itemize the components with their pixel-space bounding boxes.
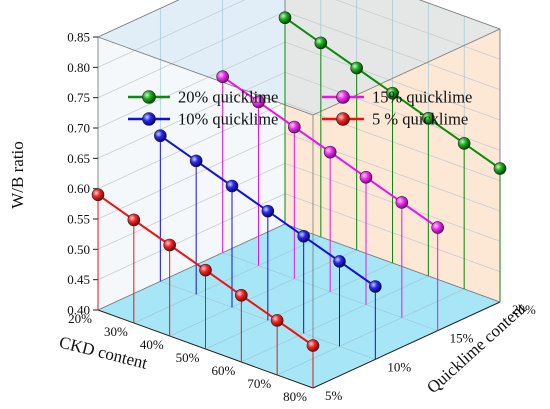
y-tick-label: 20% — [512, 302, 536, 317]
data-point — [493, 162, 507, 175]
y-tick-label: 5% — [325, 388, 343, 403]
z-tick-label: 0.65 — [67, 151, 90, 166]
data-point — [91, 188, 105, 202]
z-tick-label: 0.70 — [67, 121, 90, 136]
series-10-quicklime — [154, 129, 382, 360]
data-point — [395, 196, 409, 209]
data-point — [333, 255, 346, 268]
box-edge — [97, 36, 314, 116]
z-tick-label: 0.50 — [67, 242, 90, 257]
legend: 20% quicklime 15% quicklime 10% quicklime 5… — [128, 88, 472, 129]
z-axis-label: W/B ratio — [8, 141, 27, 209]
data-point — [422, 111, 435, 125]
data-point — [278, 11, 292, 25]
series-20-quicklime — [278, 11, 507, 302]
z-tick-label: 0.45 — [67, 272, 90, 287]
data-series — [91, 11, 507, 388]
data-point — [199, 263, 212, 277]
z-tick-label: 0.40 — [67, 303, 90, 318]
y-tick-label: 15% — [450, 331, 474, 346]
data-point — [235, 288, 248, 302]
z-tick-label: 0.80 — [67, 60, 90, 75]
data-point — [350, 61, 363, 75]
data-point — [369, 280, 382, 293]
z-tick-label: 0.85 — [67, 30, 90, 45]
x-tick-label: 20% — [68, 311, 92, 326]
box-edge — [97, 0, 180, 38]
box-edge — [418, 0, 501, 30]
tick-labels: 0.40 0.45 0.50 0.55 0.60 0.65 0.70 0.75 0.80 0.85… — [67, 30, 536, 405]
data-point — [261, 204, 275, 218]
data-point — [252, 95, 265, 109]
y-tick-label: 10% — [387, 359, 411, 374]
legend-item: 15% quicklime — [322, 88, 472, 107]
legend-item: 20% quicklime — [128, 88, 278, 107]
data-point — [163, 238, 176, 252]
data-point — [431, 221, 444, 234]
legend-marker — [336, 112, 350, 126]
data-point — [314, 36, 328, 50]
data-point — [457, 137, 471, 150]
x-tick-label: 70% — [247, 376, 271, 391]
box-edge — [312, 301, 501, 389]
legend-label: 15% quicklime — [372, 88, 472, 107]
legend-item: 5 % quicklime — [322, 110, 468, 129]
data-point — [189, 154, 203, 168]
data-point — [127, 213, 141, 227]
data-point — [386, 86, 399, 100]
z-tick-label: 0.60 — [67, 181, 90, 196]
x-tick-label: 40% — [140, 337, 164, 352]
legend-marker — [142, 112, 156, 126]
series-15-quicklime — [216, 70, 444, 331]
series-5-quicklime — [91, 188, 320, 388]
legend-label: 10% quicklime — [178, 110, 278, 129]
top-face — [98, 0, 500, 115]
legend-item: 10% quicklime — [128, 110, 278, 129]
z-tick-label: 0.75 — [67, 90, 90, 105]
x-tick-label: 80% — [283, 389, 307, 404]
data-point — [297, 229, 310, 243]
data-point — [288, 120, 301, 134]
x-tick-label: 30% — [104, 324, 128, 339]
data-point — [154, 129, 167, 143]
legend-marker — [336, 90, 350, 104]
legend-marker — [142, 90, 156, 104]
x-tick-label: 60% — [211, 363, 235, 378]
legend-label: 20% quicklime — [178, 88, 278, 107]
z-tick-label: 0.55 — [67, 212, 90, 227]
legend-label: 5 % quicklime — [372, 110, 468, 129]
data-point — [216, 70, 229, 84]
data-point — [359, 170, 373, 184]
x-tick-label: 50% — [176, 350, 200, 365]
data-point — [225, 179, 239, 193]
data-point — [306, 339, 320, 352]
data-point — [270, 314, 284, 327]
data-point — [323, 145, 337, 159]
box-edge — [97, 223, 286, 311]
